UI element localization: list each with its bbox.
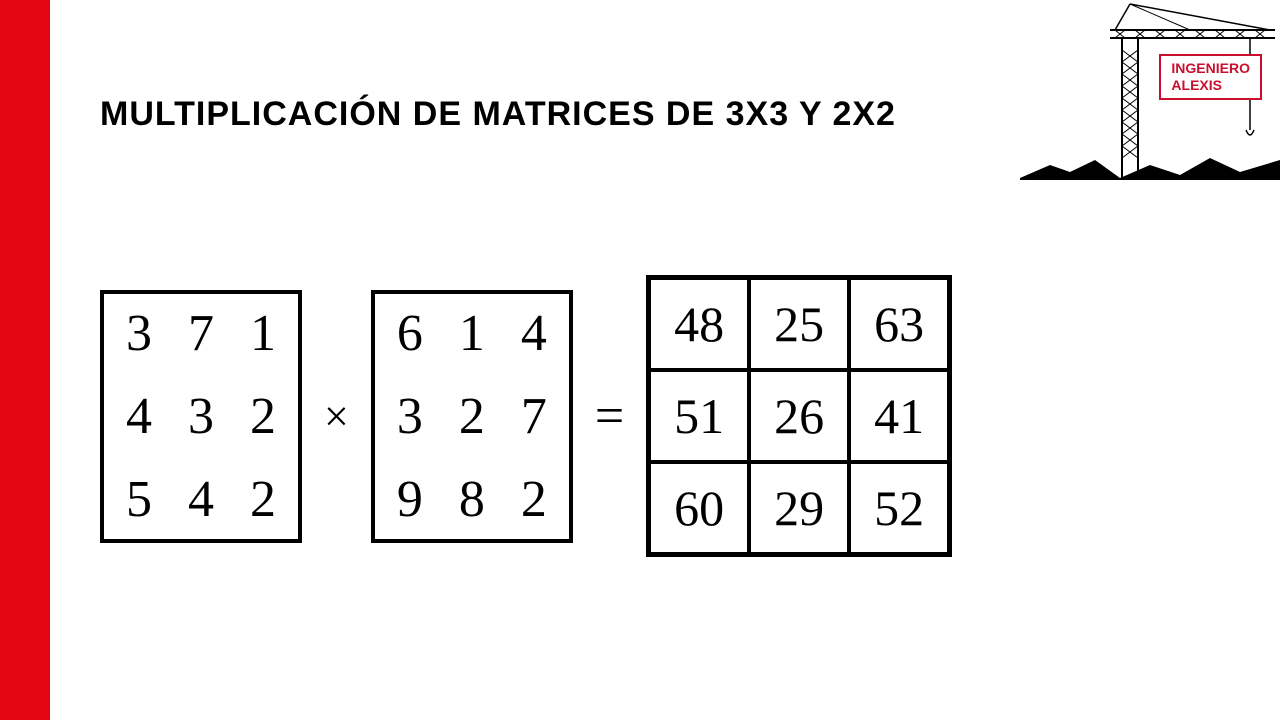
matrix-b-cell-0-0: 6 <box>393 304 427 363</box>
matrix-b-cell-2-2: 2 <box>517 470 551 529</box>
matrix-result: 482563 512641 602952 <box>646 275 952 557</box>
left-accent-bar <box>0 0 50 720</box>
matrix-a-cell-2-1: 4 <box>184 470 218 529</box>
equals-operator: = <box>591 387 628 446</box>
matrix-b: 614327982 <box>371 290 573 543</box>
matrix-c-cell-2-2: 52 <box>849 462 949 554</box>
matrix-c-cell-0-1: 25 <box>749 278 849 370</box>
matrix-b-cell-1-0: 3 <box>393 387 427 446</box>
matrix-a-cell-0-0: 3 <box>122 304 156 363</box>
matrix-a-cell-2-2: 2 <box>246 470 280 529</box>
matrix-c-cell-0-0: 48 <box>649 278 749 370</box>
matrix-c-cell-1-0: 51 <box>649 370 749 462</box>
matrix-b-cell-1-1: 2 <box>455 387 489 446</box>
matrix-a-cell-0-2: 1 <box>246 304 280 363</box>
matrix-a: 371432542 <box>100 290 302 543</box>
matrix-b-cell-0-2: 4 <box>517 304 551 363</box>
matrix-c-cell-2-0: 60 <box>649 462 749 554</box>
channel-logo: INGENIERO ALEXIS <box>1020 0 1280 180</box>
matrix-c-cell-0-2: 63 <box>849 278 949 370</box>
matrix-a-cell-1-0: 4 <box>122 387 156 446</box>
channel-name-line1: INGENIERO <box>1171 60 1250 77</box>
page-title: MULTIPLICACIÓN DE MATRICES DE 3X3 Y 2X2 <box>100 95 896 134</box>
matrix-b-cell-0-1: 1 <box>455 304 489 363</box>
matrix-a-cell-0-1: 7 <box>184 304 218 363</box>
multiply-operator: × <box>320 391 353 442</box>
matrix-a-cell-1-2: 2 <box>246 387 280 446</box>
matrix-c-cell-1-2: 41 <box>849 370 949 462</box>
matrix-a-cell-2-0: 5 <box>122 470 156 529</box>
matrix-c-cell-2-1: 29 <box>749 462 849 554</box>
matrix-b-cell-2-0: 9 <box>393 470 427 529</box>
matrix-equation: 371432542 × 614327982 = 4825635126416029… <box>100 275 952 557</box>
matrix-b-cell-1-2: 7 <box>517 387 551 446</box>
matrix-c-cell-1-1: 26 <box>749 370 849 462</box>
channel-name-badge: INGENIERO ALEXIS <box>1159 54 1262 100</box>
matrix-a-cell-1-1: 3 <box>184 387 218 446</box>
matrix-b-cell-2-1: 8 <box>455 470 489 529</box>
channel-name-line2: ALEXIS <box>1171 77 1250 94</box>
